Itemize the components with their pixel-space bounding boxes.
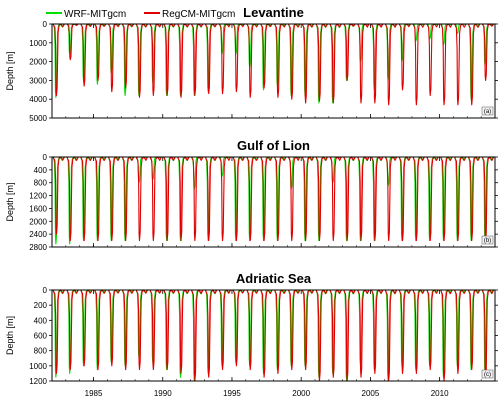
- panel-tag-box: [481, 106, 494, 116]
- y-tick-label: 400: [34, 166, 48, 175]
- plot-frame: [51, 23, 496, 119]
- y-tick-label: 0: [43, 286, 48, 295]
- x-tick-label: 2000: [292, 389, 310, 398]
- y-tick-label: 1200: [29, 377, 47, 386]
- panel-tag-box: [481, 369, 494, 379]
- y-tick-label: 2000: [29, 58, 47, 67]
- legend: WRF-MITgcm RegCM-MITgcm: [46, 9, 235, 20]
- y-tick-label: 600: [34, 332, 48, 341]
- x-tick-label: 1990: [154, 389, 172, 398]
- y-axis-label: Depth [m]: [5, 51, 15, 90]
- y-tick-label: 0: [43, 153, 48, 162]
- y-tick-label: 0: [43, 20, 48, 29]
- y-tick-label: 800: [34, 347, 48, 356]
- x-tick-label: 1985: [85, 389, 103, 398]
- plot-frame: [51, 156, 496, 248]
- panel-tag: (a): [484, 109, 491, 115]
- panel-3: Adriatic Sea Depth [m] 0 200 400 600 800 1000 12…: [5, 271, 498, 398]
- x-tick-label: 1995: [223, 389, 241, 398]
- y-tick-label: 1200: [29, 192, 47, 201]
- plot-frame: [51, 289, 496, 382]
- y-tick-label: 2800: [29, 243, 47, 252]
- x-tick-label: 2005: [362, 389, 380, 398]
- panel-title: Adriatic Sea: [236, 271, 312, 286]
- y-tick-label: 800: [34, 179, 48, 188]
- panel-2: Gulf of Lion Depth [m] 0 400 800 1200 1600 2000…: [5, 138, 498, 252]
- y-tick-label: 400: [34, 316, 48, 325]
- y-tick-label: 2000: [29, 217, 47, 226]
- panel-tag-box: [481, 235, 494, 245]
- y-tick-label: 200: [34, 301, 48, 310]
- y-tick-label: 1000: [29, 39, 47, 48]
- y-tick-label: 4000: [29, 95, 47, 104]
- y-tick-label: 3000: [29, 76, 47, 85]
- y-axis-label: Depth [m]: [5, 182, 15, 221]
- legend-label-wrf: WRF-MITgcm: [64, 9, 126, 20]
- panel-1: Levantine Depth [m] 0 1000 2000 3000 4000 5000 (…: [5, 5, 498, 123]
- panel-tag: (b): [484, 238, 491, 244]
- panel-title: Gulf of Lion: [237, 138, 310, 153]
- y-axis-label: Depth [m]: [5, 316, 15, 355]
- y-tick-label: 5000: [29, 114, 47, 123]
- series-line-regcm: [52, 23, 495, 106]
- y-tick-label: 1000: [29, 362, 47, 371]
- legend-label-regcm: RegCM-MITgcm: [162, 9, 235, 20]
- y-tick-label: 2400: [29, 230, 47, 239]
- y-tick-label: 1600: [29, 204, 47, 213]
- x-tick-label: 2010: [431, 389, 449, 398]
- panel-tag: (c): [484, 372, 491, 378]
- panel-title: Levantine: [243, 5, 304, 20]
